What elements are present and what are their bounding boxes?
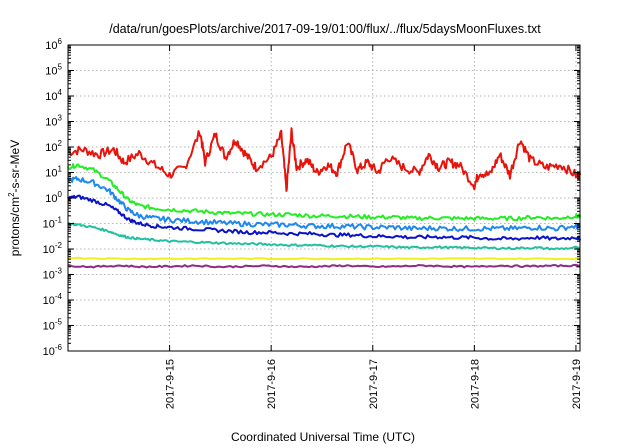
y-tick-label: 104 [45, 88, 62, 103]
series-line-5 [67, 222, 581, 251]
y-tick-label: 101 [45, 165, 62, 180]
x-axis-label: Coordinated Universal Time (UTC) [231, 430, 415, 444]
series-line-7 [67, 263, 581, 269]
x-tick-label: 2017-9-17 [368, 359, 380, 409]
y-tick-label: 100 [45, 190, 62, 205]
y-axis-label: protons/cm2-s-sr-MeV [7, 140, 22, 256]
grid [68, 45, 580, 351]
y-tick-label: 106 [45, 37, 62, 52]
x-tick-label: 2017-9-16 [266, 359, 278, 409]
y-tick-label: 102 [45, 139, 62, 154]
y-tick-label: 10-5 [43, 318, 63, 333]
series-line-6 [67, 256, 581, 261]
x-tick-label: 2017-9-18 [469, 359, 481, 409]
y-axis-label-sup: 2 [7, 192, 16, 197]
x-tick-label: 2017-9-15 [165, 359, 177, 409]
y-axis-ticks: 10-6 10-5 10-4 10-3 10-2 10-1 100 101 102 103 104 1… [43, 37, 580, 358]
y-tick-label: 10-3 [43, 267, 63, 282]
y-tick-label: 105 [45, 63, 62, 78]
y-axis-label-main: protons/cm [8, 197, 22, 256]
y-tick-label: 10-2 [43, 241, 63, 256]
series-line-4 [67, 194, 581, 242]
y-tick-label: 10-1 [43, 216, 63, 231]
series-lines [67, 127, 581, 269]
chart-title: /data/run/goesPlots/archive/2017-09-19/0… [109, 22, 541, 36]
y-tick-label: 10-4 [43, 292, 63, 307]
y-axis-label-rest: -s-sr-MeV [8, 140, 22, 193]
series-line-2 [67, 163, 581, 222]
series-line-3 [67, 176, 581, 233]
y-tick-label: 103 [45, 114, 62, 129]
x-axis-ticks: 2017-9-15 2017-9-16 2017-9-17 2017-9-18 2017… [165, 45, 583, 409]
series-line-1 [67, 127, 581, 192]
x-tick-label: 2017-9-19 [571, 359, 583, 409]
y-tick-label: 10-6 [43, 343, 63, 358]
